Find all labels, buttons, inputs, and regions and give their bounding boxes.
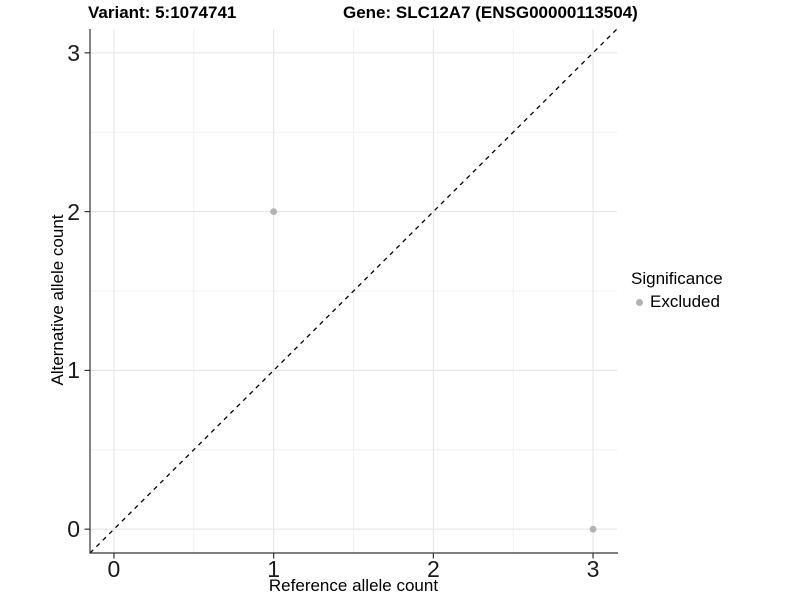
data-point — [589, 525, 597, 533]
x-axis-title: Reference allele count — [268, 576, 439, 595]
y-tick-label: 0 — [67, 516, 80, 543]
x-tick-label: 3 — [586, 556, 600, 582]
x-tick-label: 2 — [426, 556, 440, 582]
x-tick-label: 1 — [267, 556, 281, 582]
legend-items: Excluded — [631, 292, 799, 312]
legend-title: Significance — [631, 269, 723, 288]
y-tick-label: 2 — [67, 198, 80, 225]
identity-reference-line — [89, 28, 618, 554]
legend: Significance Excluded — [631, 269, 799, 312]
legend-item-label: Excluded — [650, 292, 720, 311]
y-tick-label: 1 — [67, 357, 80, 384]
plot-title-gene: Gene: SLC12A7 (ENSG00000113504) — [343, 3, 638, 22]
legend-key-dot-icon — [636, 298, 643, 306]
y-tick-label: 3 — [67, 39, 80, 66]
x-tick-label: 0 — [107, 556, 121, 582]
legend-item: Excluded — [631, 292, 799, 312]
plot-title-variant: Variant: 5:1074741 — [88, 3, 237, 22]
data-point — [270, 208, 278, 216]
